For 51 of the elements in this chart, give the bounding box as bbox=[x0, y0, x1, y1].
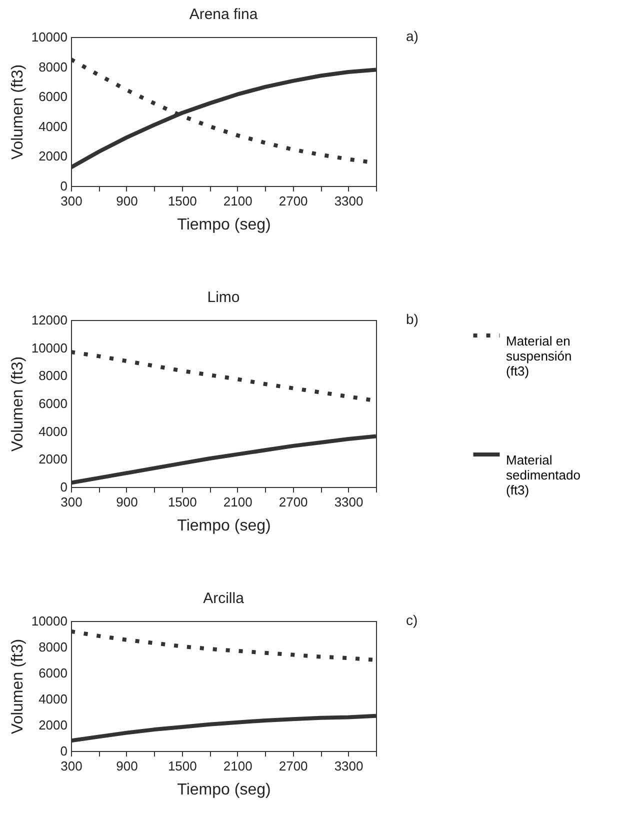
x-tick-label: 300 bbox=[60, 758, 82, 774]
x-tick-label: 300 bbox=[60, 194, 82, 208]
text: c) bbox=[406, 612, 418, 628]
y-tick-label: 2000 bbox=[38, 452, 68, 467]
x-tick-label: 2700 bbox=[278, 494, 308, 510]
x-axis-title: Tiempo (seg) bbox=[177, 216, 271, 234]
x-tick-label: 900 bbox=[116, 194, 138, 208]
y-axis-title: Volumen (ft3) bbox=[9, 356, 26, 452]
chart-title: Arena fina bbox=[189, 6, 258, 23]
x-tick-label: 2100 bbox=[223, 494, 252, 510]
x-tick-label: 900 bbox=[116, 758, 138, 774]
y-axis-title: Volumen (ft3) bbox=[9, 638, 26, 734]
x-tick-label: 2100 bbox=[223, 194, 252, 208]
x-tick-label: 2700 bbox=[278, 194, 308, 208]
y-tick-label: 0 bbox=[60, 744, 68, 758]
x-tick-label: 3300 bbox=[334, 494, 364, 510]
y-tick-label: 4000 bbox=[38, 692, 68, 706]
y-tick-label: 8000 bbox=[38, 640, 68, 654]
y-tick-label: 10000 bbox=[31, 30, 68, 44]
y-tick-label: 2000 bbox=[38, 718, 68, 732]
y-tick-label: 6000 bbox=[38, 666, 68, 680]
y-tick-label: 4000 bbox=[38, 118, 68, 134]
x-axis-title: Tiempo (seg) bbox=[177, 782, 271, 798]
legend-label: Material sedimentado (ft3) bbox=[506, 452, 580, 498]
y-tick-label: 8000 bbox=[38, 368, 68, 384]
x-tick-label: 2700 bbox=[278, 758, 308, 774]
x-axis-title: Tiempo (seg) bbox=[177, 518, 271, 534]
y-tick-label: 6000 bbox=[38, 396, 68, 411]
y-tick-label: 10000 bbox=[31, 340, 68, 356]
chart-title: Arcilla bbox=[203, 590, 245, 607]
chart-title: Limo bbox=[207, 289, 240, 306]
y-tick-label: 2000 bbox=[38, 148, 68, 164]
x-tick-label: 3300 bbox=[334, 758, 364, 774]
y-axis-title: Volumen (ft3) bbox=[9, 64, 26, 160]
x-tick-label: 900 bbox=[116, 494, 138, 510]
y-tick-label: 0 bbox=[60, 178, 68, 194]
y-tick-label: 6000 bbox=[38, 89, 68, 104]
x-tick-label: 2100 bbox=[223, 758, 252, 774]
x-tick-label: 1500 bbox=[168, 194, 197, 208]
legend-label: Material en suspensión (ft3) bbox=[506, 334, 572, 378]
text: b) bbox=[406, 311, 418, 327]
y-tick-label: 12000 bbox=[31, 312, 68, 328]
y-tick-label: 4000 bbox=[38, 424, 68, 439]
text: a) bbox=[406, 28, 418, 44]
x-tick-label: 300 bbox=[60, 494, 82, 510]
x-tick-label: 1500 bbox=[168, 758, 197, 774]
y-tick-label: 0 bbox=[60, 480, 68, 494]
x-tick-label: 1500 bbox=[168, 494, 197, 510]
y-tick-label: 8000 bbox=[38, 59, 68, 74]
y-tick-label: 10000 bbox=[31, 614, 68, 628]
x-tick-label: 3300 bbox=[334, 194, 364, 208]
